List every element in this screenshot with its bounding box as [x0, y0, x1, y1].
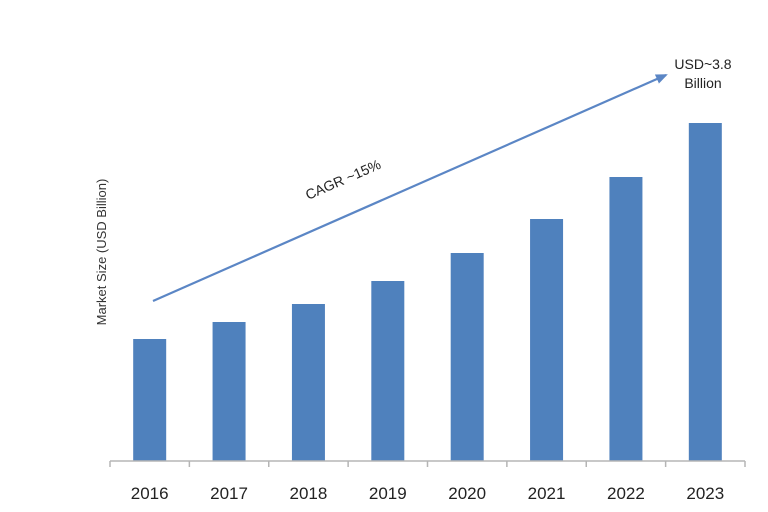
cagr-annotation: CAGR ~15% — [303, 156, 383, 203]
x-tick-label-2021: 2021 — [528, 484, 566, 503]
x-axis-ticks — [109, 461, 746, 467]
bar-2018 — [291, 304, 325, 461]
cagr-arrow — [152, 73, 668, 303]
bar-2020 — [450, 253, 484, 461]
bar-2019 — [371, 281, 405, 461]
bar-2021 — [530, 219, 564, 461]
bar-2016 — [133, 339, 167, 461]
y-axis-label: Market Size (USD Billion) — [94, 179, 109, 326]
bar-2017 — [212, 322, 246, 461]
bar-2023 — [688, 123, 722, 461]
x-tick-label-2016: 2016 — [131, 484, 169, 503]
bar-2022 — [609, 177, 643, 461]
end-value-annotation-line1: USD~3.8 — [674, 56, 731, 72]
x-tick-label-2018: 2018 — [290, 484, 328, 503]
x-axis-tick-labels: 2016 2017 2018 2019 2020 2021 2022 2023 — [131, 484, 724, 503]
x-tick-label-2019: 2019 — [369, 484, 407, 503]
x-tick-label-2023: 2023 — [686, 484, 724, 503]
x-tick-label-2020: 2020 — [448, 484, 486, 503]
x-tick-label-2017: 2017 — [210, 484, 248, 503]
x-tick-label-2022: 2022 — [607, 484, 645, 503]
end-value-annotation-line2: Billion — [684, 75, 721, 91]
bar-series — [133, 123, 722, 461]
